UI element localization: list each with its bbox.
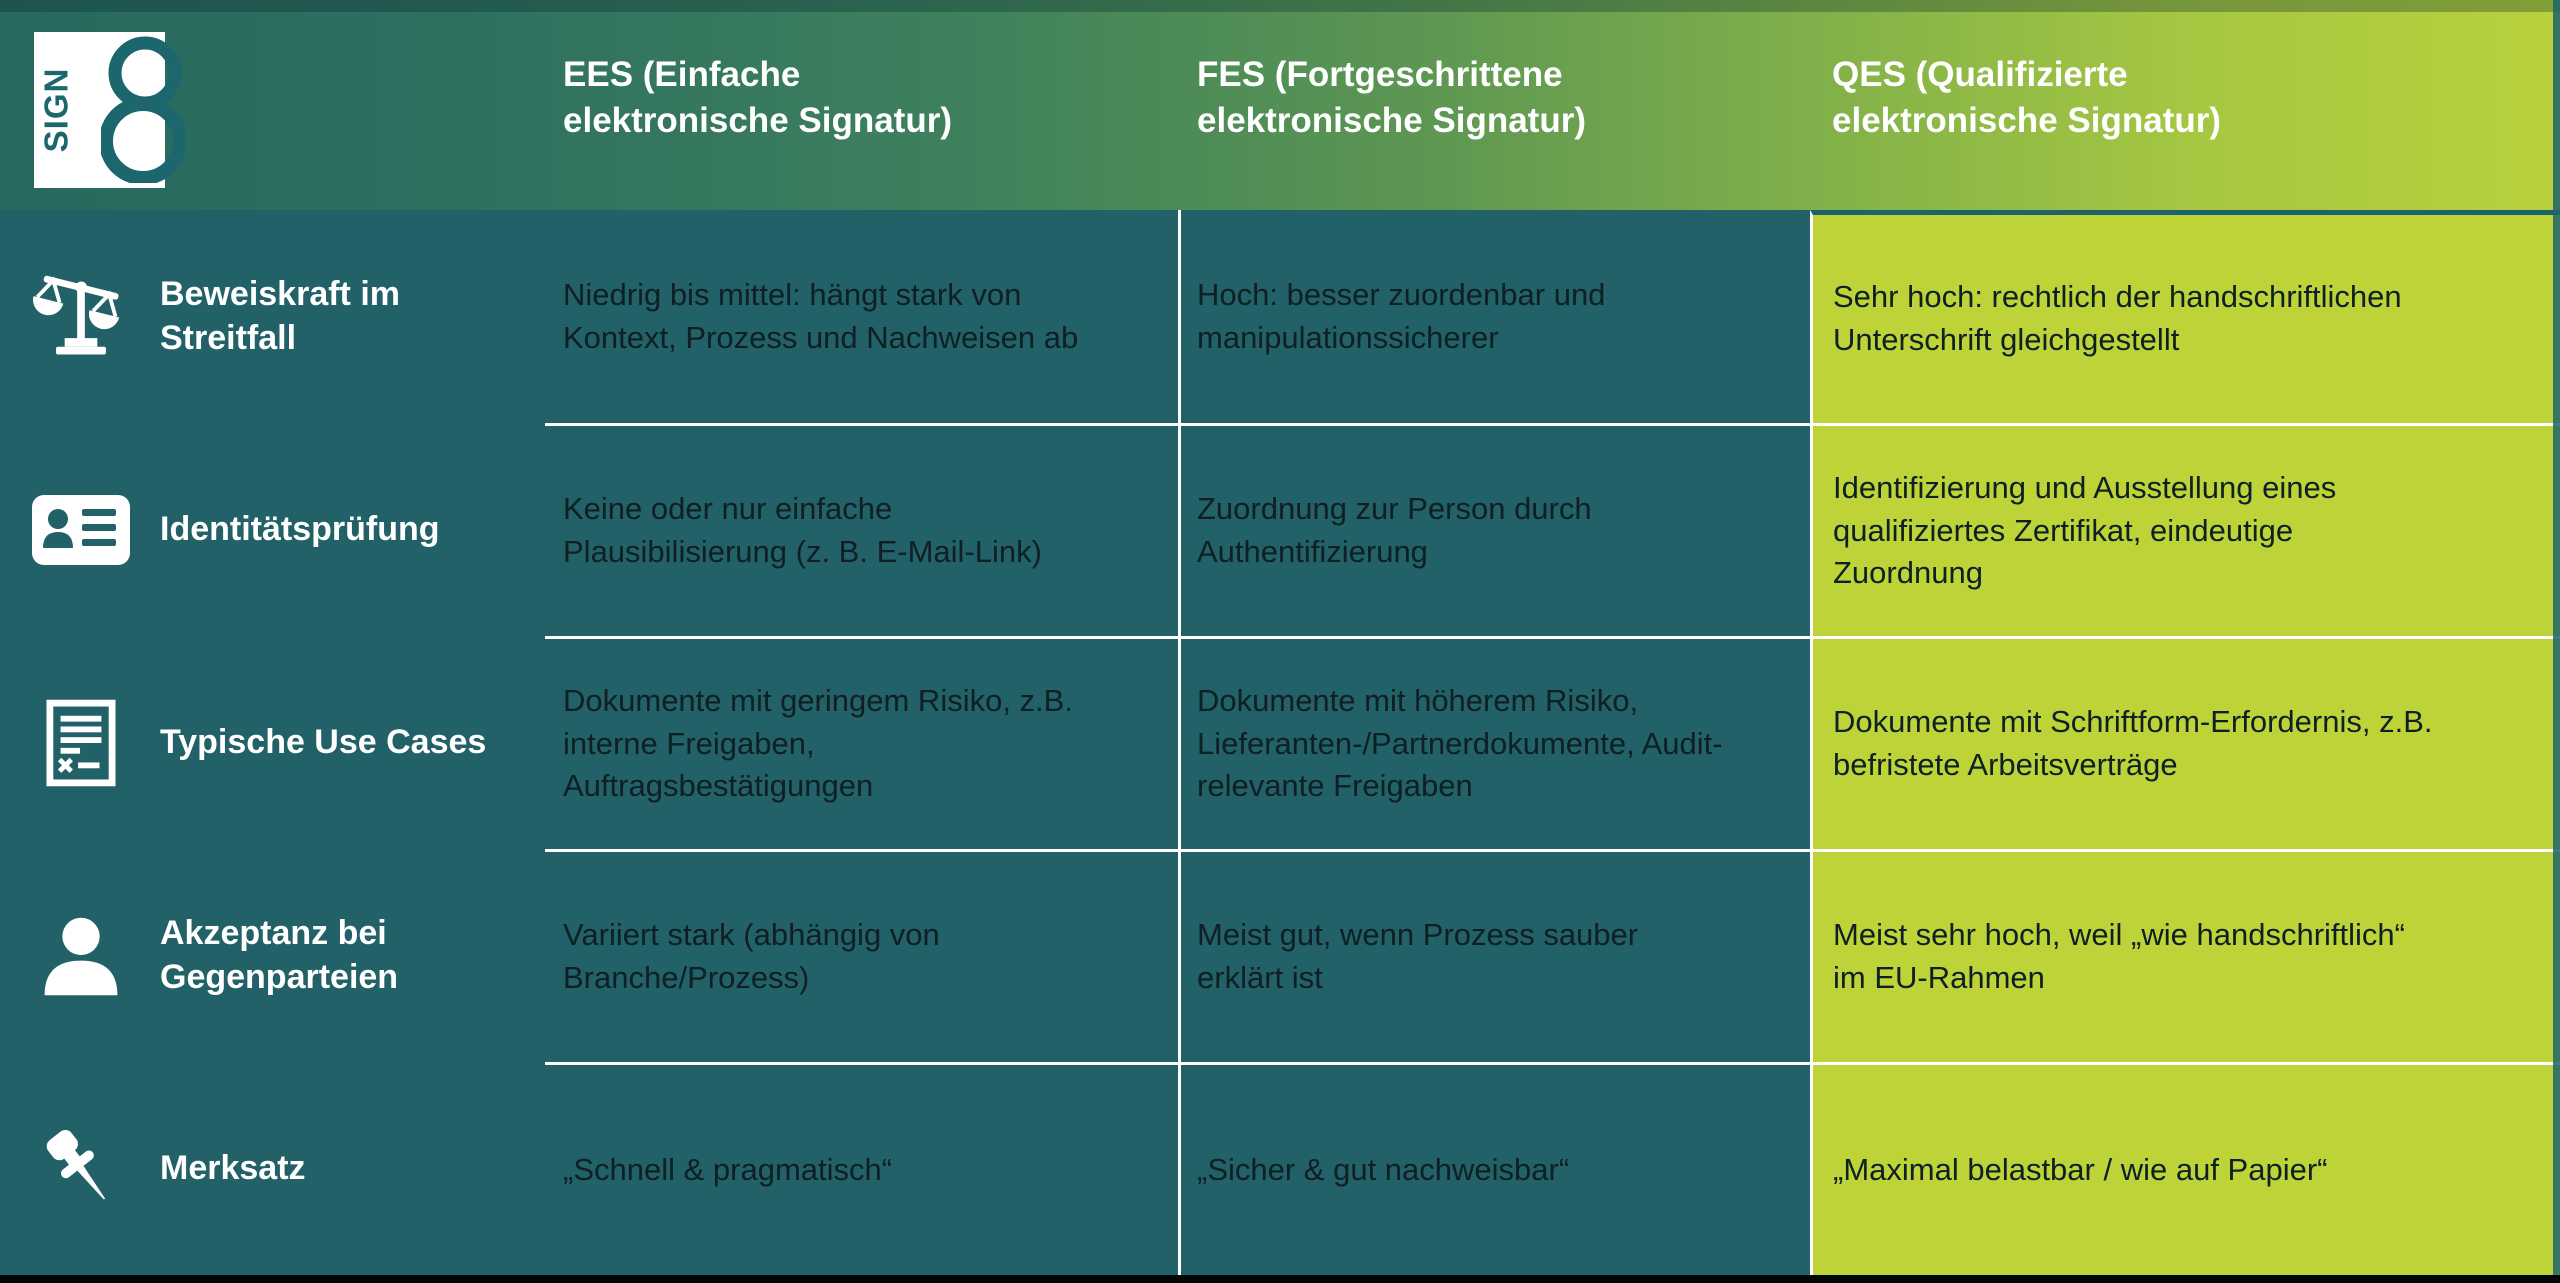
cell-beweiskraft-qes: Sehr hoch: rechtlich der handschriftlich… [1810, 210, 2560, 423]
cell-text: Sehr hoch: rechtlich der handschriftlich… [1833, 279, 2402, 357]
pushpin-icon [30, 1125, 132, 1213]
row-label-merksatz: Merksatz [160, 1148, 306, 1187]
col-header-qes: QES (Qualifizierte elektronische Signatu… [1832, 55, 2221, 141]
cell-beweiskraft-ees: Niedrig bis mittel: hängt stark von Kont… [545, 210, 1178, 423]
cell-text: Dokumente mit Schriftform-Erfordernis, z… [1833, 704, 2433, 782]
cell-akzeptanz-ees: Variiert stark (abhängig von Branche/Pro… [545, 849, 1178, 1062]
row-beweiskraft-label-cell: Beweiskraft im Streitfall [0, 210, 545, 423]
cell-merksatz-fes: „Sicher & gut nachweisbar“ [1178, 1062, 1810, 1275]
cell-text: Meist sehr hoch, weil „wie handschriftli… [1833, 917, 2405, 995]
cell-usecases-fes: Dokumente mit höherem Risiko, Lieferante… [1178, 636, 1810, 849]
cell-text: Identifizierung und Ausstellung eines qu… [1833, 469, 2337, 591]
document-icon [30, 699, 132, 787]
right-border-strip [2553, 0, 2560, 1275]
cell-identitaet-fes: Zuordnung zur Person durch Authentifizie… [1178, 423, 1810, 636]
cell-text: „Schnell & pragmatisch“ [563, 1151, 893, 1187]
cell-usecases-ees: Dokumente mit geringem Risiko, z.B. inte… [545, 636, 1178, 849]
cell-text: Niedrig bis mittel: hängt stark von Kont… [563, 276, 1079, 355]
scale-icon [30, 269, 132, 365]
logo-digit-8 [98, 33, 187, 188]
top-border-shade [0, 0, 2560, 12]
cell-text: „Sicher & gut nachweisbar“ [1197, 1151, 1570, 1187]
person-icon [30, 916, 132, 996]
cell-text: Dokumente mit geringem Risiko, z.B. inte… [563, 682, 1073, 804]
cell-usecases-qes: Dokumente mit Schriftform-Erfordernis, z… [1810, 636, 2560, 849]
row-identitaet-label-cell: Identitätsprüfung [0, 423, 545, 636]
col-header-fes: FES (Fortgeschrittene elektronische Sign… [1197, 55, 1586, 141]
row-label-identitaet: Identitätsprüfung [160, 509, 440, 548]
row-akzeptanz-label-cell: Akzeptanz bei Gegenparteien [0, 849, 545, 1062]
row-merksatz-label-cell: Merksatz [0, 1062, 545, 1275]
bottom-border-bar [0, 1275, 2560, 1283]
cell-merksatz-ees: „Schnell & pragmatisch“ [545, 1062, 1178, 1275]
header-col-qes: QES (Qualifizierte elektronische Signatu… [1810, 0, 2560, 210]
logo-word: SIGN [37, 67, 75, 153]
id-card-icon [30, 493, 132, 567]
cell-akzeptanz-qes: Meist sehr hoch, weil „wie handschriftli… [1810, 849, 2560, 1062]
col-header-ees: EES (Einfache elektronische Signatur) [563, 55, 952, 141]
cell-text: Meist gut, wenn Prozess sauber erklärt i… [1197, 917, 1639, 995]
cell-beweiskraft-fes: Hoch: besser zuordenbar und manipulation… [1178, 210, 1810, 423]
row-label-akzeptanz: Akzeptanz bei Gegenparteien [160, 913, 399, 996]
row-label-usecases: Typische Use Cases [160, 722, 487, 761]
cell-text: Dokumente mit höherem Risiko, Lieferante… [1197, 682, 1723, 804]
cell-text: „Maximal belastbar / wie auf Papier“ [1833, 1151, 2328, 1187]
cell-text: Variiert stark (abhängig von Branche/Pro… [563, 917, 940, 995]
cell-identitaet-qes: Identifizierung und Ausstellung eines qu… [1810, 423, 2560, 636]
header-col-fes: FES (Fortgeschrittene elektronische Sign… [1178, 0, 1810, 210]
cell-text: Keine oder nur einfache Plausibilisierun… [563, 491, 1042, 569]
cell-text: Zuordnung zur Person durch Authentifizie… [1197, 491, 1592, 569]
cell-identitaet-ees: Keine oder nur einfache Plausibilisierun… [545, 423, 1178, 636]
header-col-ees: EES (Einfache elektronische Signatur) [545, 0, 1178, 210]
cell-akzeptanz-fes: Meist gut, wenn Prozess sauber erklärt i… [1178, 849, 1810, 1062]
cell-text: Hoch: besser zuordenbar und manipulation… [1197, 276, 1606, 355]
cell-merksatz-qes: „Maximal belastbar / wie auf Papier“ [1810, 1062, 2560, 1275]
row-usecases-label-cell: Typische Use Cases [0, 636, 545, 849]
row-label-beweiskraft: Beweiskraft im Streitfall [160, 274, 400, 357]
sign8-logo: SIGN [34, 32, 187, 188]
